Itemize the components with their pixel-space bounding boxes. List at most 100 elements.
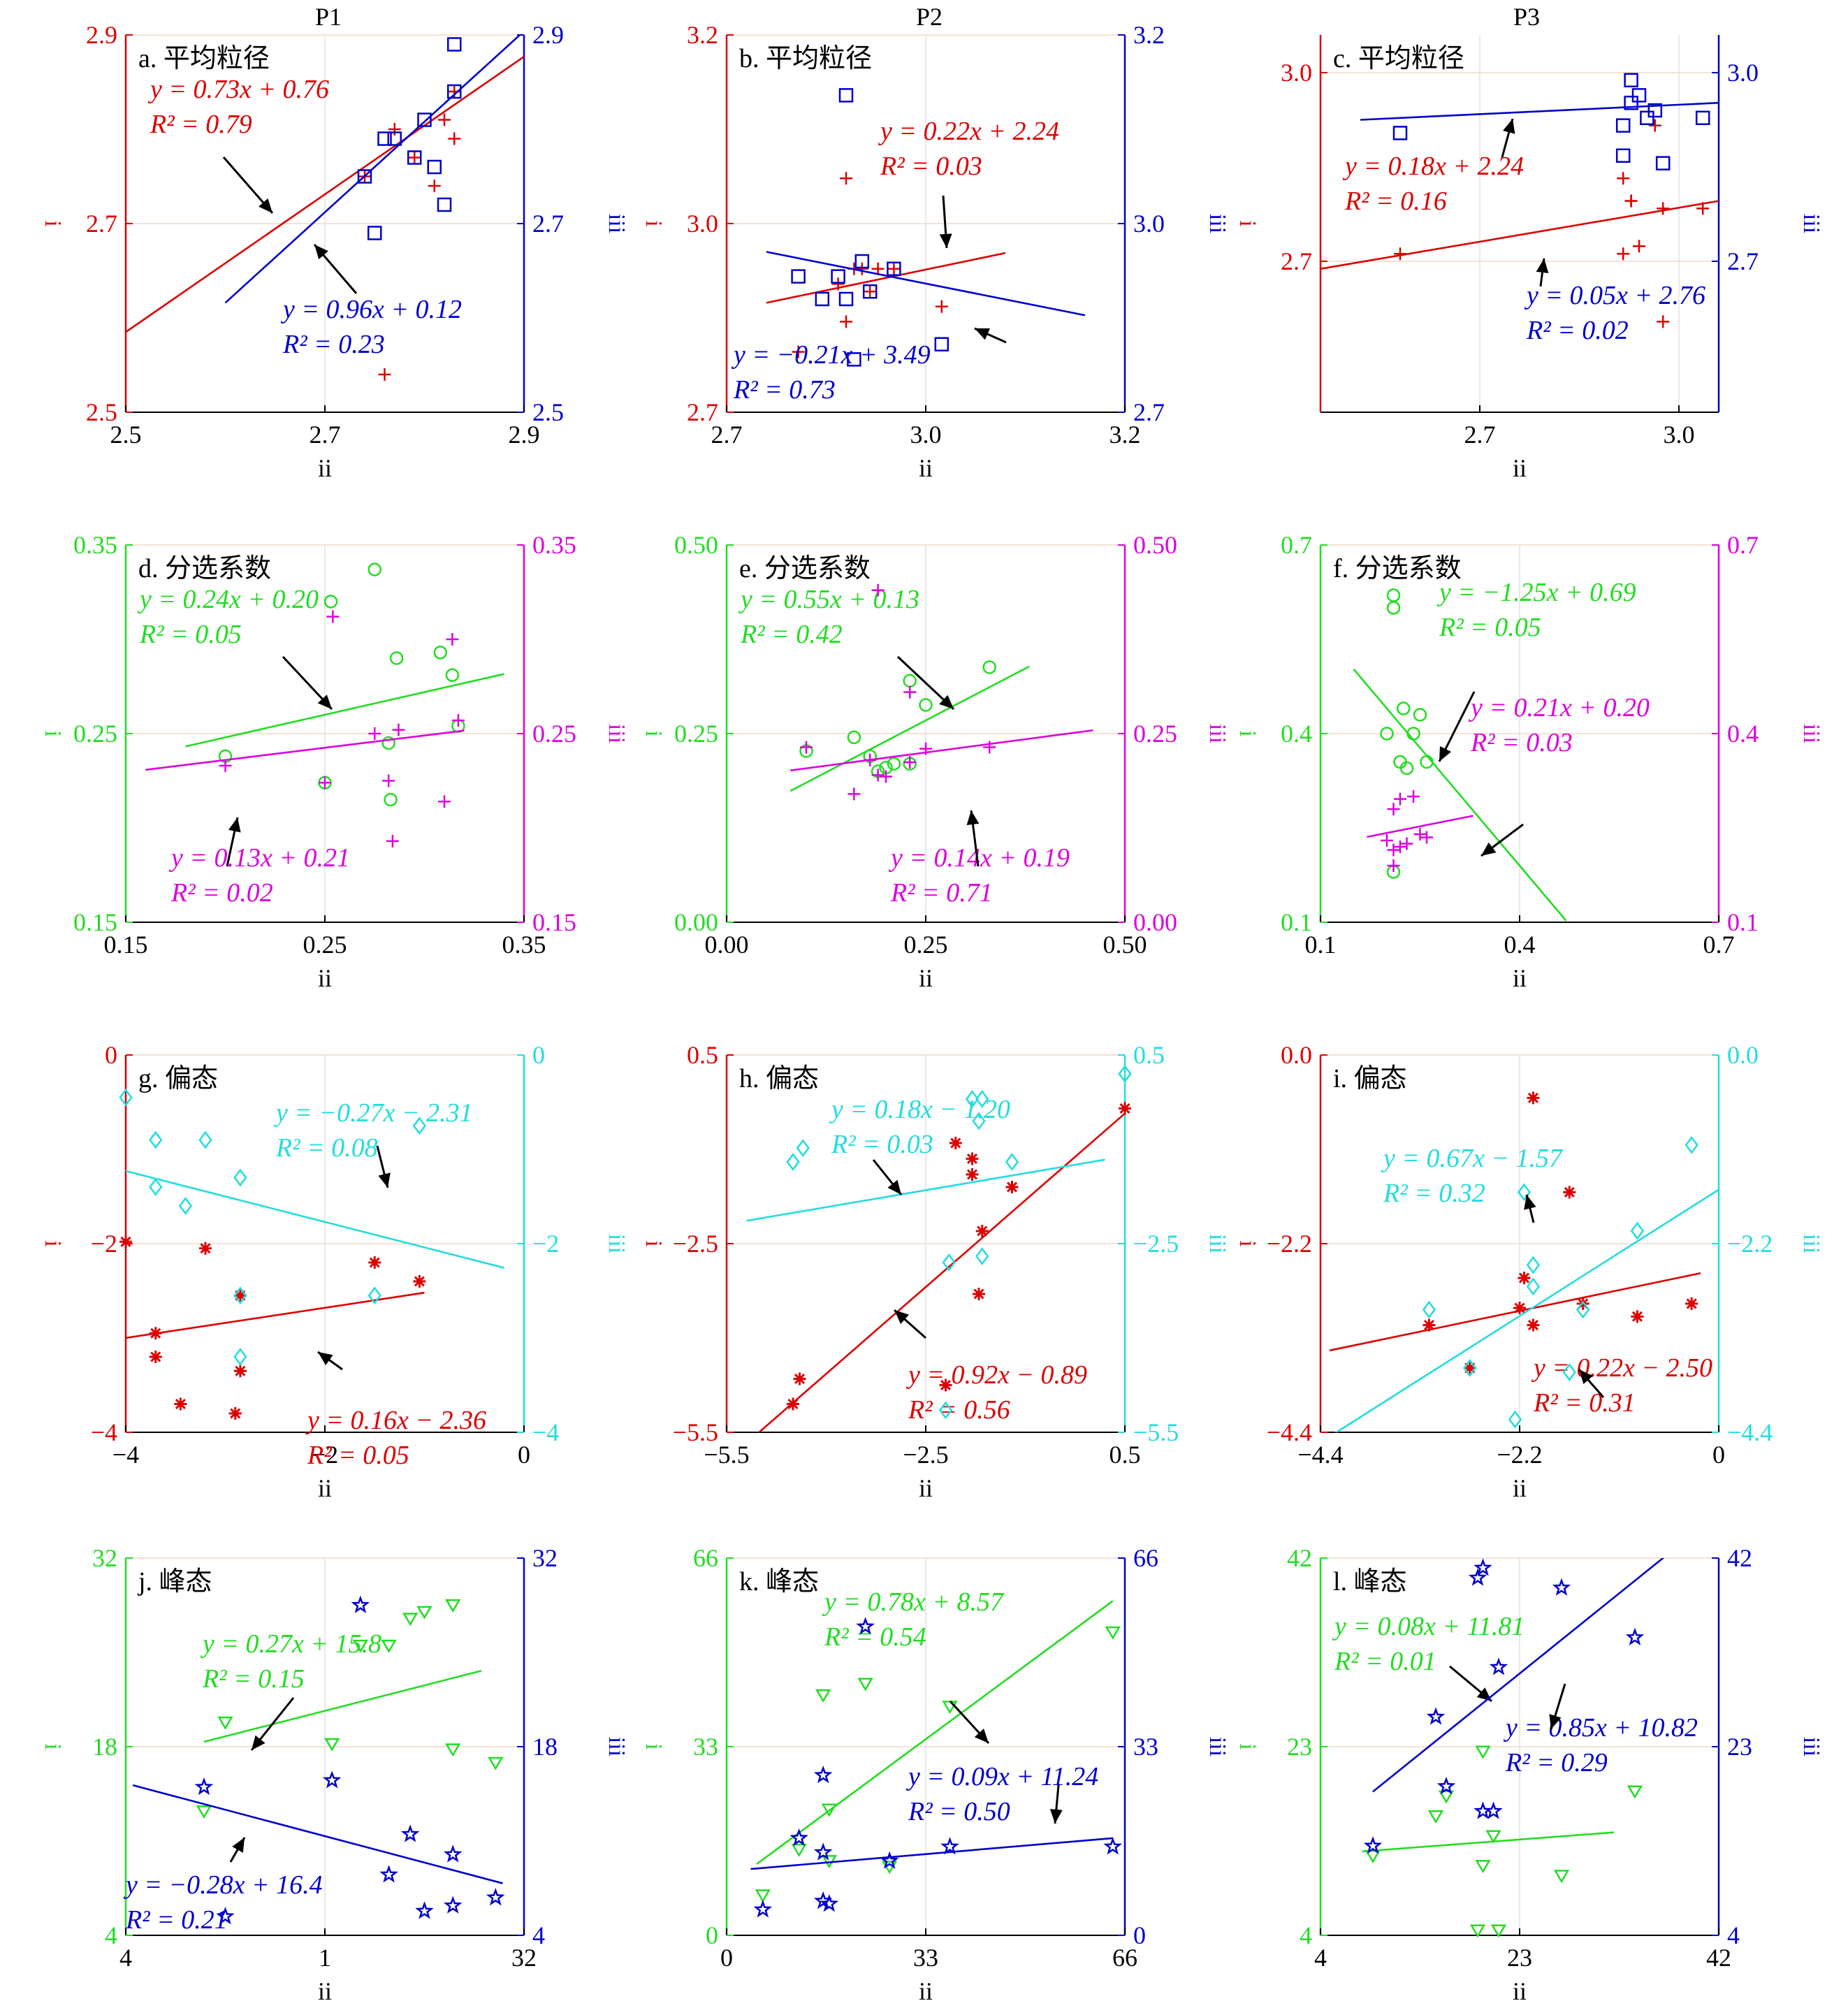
data-point-diamond <box>972 1112 986 1130</box>
data-point-diamond <box>1422 1300 1436 1319</box>
fit-r2-left: R² = 0.01 <box>1334 1647 1436 1676</box>
left-y-tick-label: 2.9 <box>86 21 117 49</box>
data-point-star <box>194 1777 214 1796</box>
x-tick-label: 33 <box>913 1944 938 1972</box>
right-y-tick-label: 0.25 <box>532 720 576 748</box>
data-point-star <box>486 1888 505 1906</box>
data-point-diamond <box>942 1253 956 1272</box>
data-point-circle-ring <box>1413 708 1427 722</box>
data-point-plus <box>871 769 885 782</box>
data-point-plus <box>378 368 391 381</box>
data-point-asterisk <box>1513 1302 1526 1315</box>
x-tick-label: −2 <box>312 1441 338 1469</box>
data-point-square <box>1631 88 1647 103</box>
right-y-axis-label: iii <box>1798 214 1824 233</box>
data-point-triangle <box>857 1678 873 1691</box>
data-point-circle-ring <box>982 660 996 674</box>
left-y-tick-label: −4 <box>91 1418 117 1446</box>
data-point-square <box>427 159 442 175</box>
data-point-circle-ring <box>1386 601 1401 615</box>
fit-r2-right: R² = 0.71 <box>890 878 993 908</box>
data-point-circle-ring <box>847 730 861 745</box>
x-axis-label: ii <box>1513 1977 1527 2001</box>
data-point-square <box>862 284 878 299</box>
left-y-tick-label: −2 <box>91 1230 117 1258</box>
annotation-arrowhead <box>1503 119 1515 134</box>
data-point-asterisk <box>199 1242 212 1255</box>
left-y-tick-label: 3.0 <box>687 210 718 238</box>
data-point-asterisk <box>233 1289 247 1302</box>
data-point-triangle <box>1553 1870 1570 1884</box>
annotation-arrowhead <box>974 1729 989 1743</box>
data-point-plus <box>428 180 441 192</box>
fit-line-right <box>145 729 465 771</box>
fit-r2-right: R² = 0.03 <box>831 1130 933 1159</box>
x-axis-label: ii <box>318 454 332 482</box>
data-point-star <box>415 1901 434 1919</box>
right-y-tick-label: 2.7 <box>1133 398 1165 426</box>
annotation-arrowhead <box>232 1838 245 1853</box>
data-point-circle-ring <box>887 757 901 771</box>
fit-line-right <box>750 1837 1113 1870</box>
data-point-triangle <box>196 1805 212 1819</box>
data-point-circle-ring <box>1386 588 1401 602</box>
left-y-tick-label: 0.5 <box>687 1041 718 1069</box>
x-tick-label: 0.50 <box>1103 931 1147 959</box>
data-point-triangle <box>488 1756 504 1770</box>
right-y-tick-label: 42 <box>1727 1544 1752 1572</box>
left-y-tick-label: −2.5 <box>673 1230 718 1258</box>
left-y-axis-label: i <box>40 220 66 226</box>
right-y-tick-label: 33 <box>1133 1733 1158 1761</box>
right-y-tick-label: 2.9 <box>532 21 564 49</box>
x-tick-label: −4.4 <box>1297 1441 1343 1469</box>
left-y-tick-label: −5.5 <box>673 1418 718 1446</box>
data-point-star <box>322 1770 342 1789</box>
fit-line-left <box>126 1291 425 1339</box>
data-point-diamond <box>198 1130 212 1149</box>
left-y-tick-label: 0.50 <box>674 531 718 559</box>
x-axis-label: ii <box>919 454 933 482</box>
fit-r2-right: R² = 0.23 <box>282 330 385 359</box>
left-y-tick-label: 3.0 <box>1281 59 1312 87</box>
data-point-plus <box>1400 837 1413 850</box>
x-tick-label: 0.25 <box>904 931 948 959</box>
data-point-plus <box>847 787 861 801</box>
data-point-square <box>437 197 452 212</box>
left-y-axis-label: i <box>40 1240 66 1246</box>
data-point-circle-ring <box>1397 701 1411 715</box>
data-point-plus <box>831 277 845 291</box>
data-point-plus <box>386 834 399 847</box>
fit-r2-left: R² = 0.15 <box>202 1664 305 1694</box>
annotation-arrowhead <box>1481 842 1497 856</box>
data-point-plus <box>840 315 852 328</box>
data-point-triangle <box>1427 1810 1444 1824</box>
data-point-diamond <box>149 1178 163 1196</box>
data-point-circle-ring <box>433 646 448 660</box>
data-point-star <box>1625 1627 1645 1646</box>
data-point-circle-ring <box>919 698 933 712</box>
data-point-plus <box>446 633 459 646</box>
data-point-asterisk <box>1576 1297 1589 1310</box>
annotation-arrowhead <box>378 1172 391 1188</box>
data-point-plus <box>1617 172 1630 185</box>
data-point-circle-ring <box>445 668 460 683</box>
data-point-square <box>838 88 854 103</box>
x-tick-label: 0 <box>720 1944 733 1972</box>
fit-r2-right: R² = 0.03 <box>1470 728 1573 757</box>
data-point-circle-ring <box>1380 727 1394 741</box>
data-point-square <box>1695 110 1710 126</box>
left-y-tick-label: −4.4 <box>1267 1418 1312 1446</box>
data-point-asterisk <box>1563 1186 1576 1199</box>
annotation-arrowhead <box>1536 259 1549 274</box>
fit-equation-left: y = −1.25x + 0.69 <box>1436 578 1636 607</box>
left-y-tick-label: 0.25 <box>73 720 117 748</box>
right-y-tick-label: 2.7 <box>532 210 564 238</box>
left-y-tick-label: 0.7 <box>1281 531 1312 559</box>
data-point-plus <box>1387 803 1400 815</box>
data-point-asterisk <box>966 1168 979 1181</box>
data-point-star <box>1363 1836 1383 1854</box>
right-y-tick-label: 0.7 <box>1727 531 1759 559</box>
data-point-asterisk <box>1119 1102 1131 1115</box>
